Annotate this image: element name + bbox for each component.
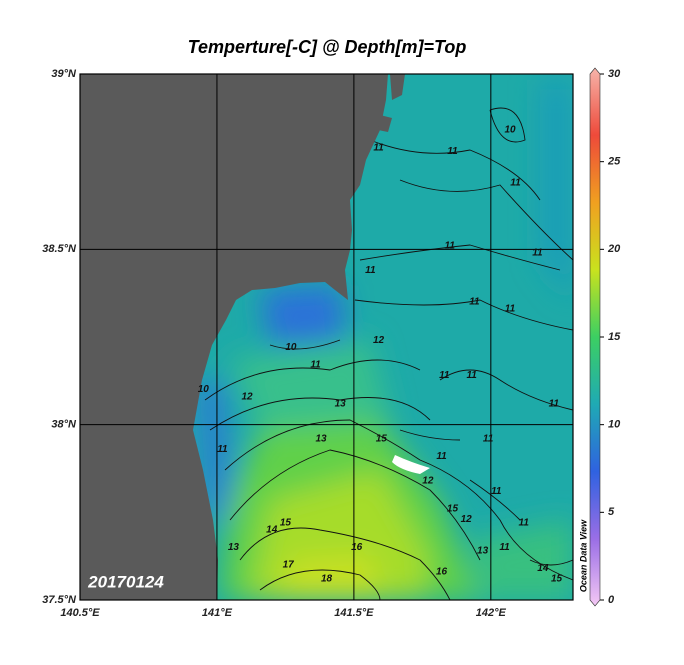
contour-label: 11 [549,398,560,409]
contour-label: 12 [373,335,385,346]
contour-label: 11 [499,542,510,553]
contour-label: 13 [315,433,327,444]
contour-label: 14 [266,525,278,536]
contour-label: 14 [537,563,549,574]
y-tick-label: 38°N [51,419,77,431]
contour-label: 16 [436,567,448,578]
date-label: 20170124 [87,572,164,591]
colorbar-tick-label: 10 [608,419,621,431]
contour-label: 17 [283,560,295,571]
contour-label: 11 [436,451,447,462]
temperature-field [80,74,573,600]
contour-label: 18 [321,574,333,585]
contour-label: 12 [461,514,473,525]
y-tick-label: 37.5°N [42,594,77,606]
x-tick-label: 141.5°E [334,607,374,619]
colorbar-tick-label: 25 [607,156,621,168]
contour-label: 12 [242,391,254,402]
x-tick-label: 141°E [202,607,233,619]
contour-label: 15 [551,574,563,585]
contour-label: 11 [491,486,502,497]
contour-label: 10 [198,384,210,395]
colorbar [589,67,601,607]
contour-label: 15 [280,517,292,528]
contour-label: 10 [285,342,297,353]
contour-label: 11 [373,142,384,153]
map-title: Temperture[-C] @ Depth[m]=Top [188,37,467,57]
contour-label: 11 [505,304,516,315]
contour-label: 11 [310,360,321,371]
colorbar-tick-label: 15 [608,331,621,343]
contour-label: 11 [519,517,530,528]
y-tick-label: 39°N [51,68,77,80]
colorbar-tick-label: 20 [607,243,621,255]
contour-label: 15 [447,503,459,514]
x-tick-label: 142°E [476,607,507,619]
contour-label: 11 [365,265,376,276]
contour-label: 16 [351,542,363,553]
contour-label: 11 [466,370,477,381]
colorbar-tick-label: 0 [608,594,615,606]
colorbar-tick-label: 5 [608,506,615,518]
contour-label: 15 [376,433,388,444]
watermark: Ocean Data View [578,519,588,592]
contour-label: 11 [445,240,456,251]
contour-label: 13 [335,398,347,409]
contour-label: 12 [422,475,434,486]
contour-label: 11 [510,177,521,188]
contour-label: 11 [532,247,543,258]
contour-label: 10 [504,125,516,136]
contour-label: 13 [228,542,240,553]
colorbar-tick-label: 30 [608,68,621,80]
contour-label: 13 [477,546,489,557]
contour-label: 11 [483,433,494,444]
contour-label: 11 [439,370,450,381]
x-tick-label: 140.5°E [60,607,100,619]
y-tick-label: 38.5°N [42,243,77,255]
contour-label: 11 [447,146,458,157]
contour-label: 11 [469,297,480,308]
contour-label: 11 [217,444,228,455]
